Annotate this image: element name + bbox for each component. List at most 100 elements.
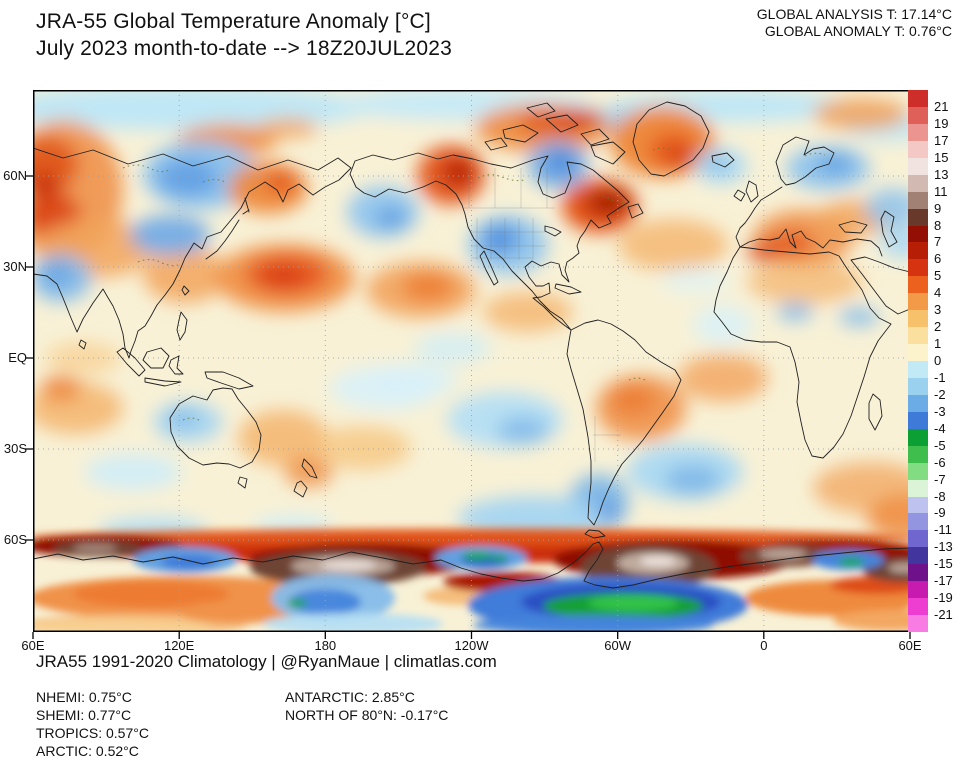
colorbar-segment (908, 140, 928, 158)
anomaly-blob (462, 552, 492, 560)
anomaly-blob (285, 457, 333, 487)
lat-axis: 60N 30N EQ 30S 60S (0, 0, 27, 768)
colorbar-segment (908, 293, 928, 311)
colorbar-tick-label: 8 (934, 217, 942, 233)
state-province-borders (463, 168, 621, 462)
anomaly-blob (41, 375, 81, 401)
lon-axis: 60E 120E 180 120W 60W 0 60E (0, 638, 960, 656)
regional-stat: SHEMI: 0.77°C (36, 707, 132, 723)
colorbar-segment (908, 90, 928, 107)
anomaly-blob (838, 558, 864, 566)
anomaly-blob (817, 154, 853, 174)
colorbar-tick-label: -9 (934, 505, 946, 521)
colorbar-segment (908, 462, 928, 480)
coast-madagascar (868, 393, 883, 431)
map-plot (25, 90, 911, 639)
anomaly-blob (130, 215, 210, 255)
anomaly-blob (611, 386, 655, 414)
anomaly-blob (661, 267, 729, 293)
anomaly-blob (287, 599, 307, 607)
colorbar-segment (908, 496, 928, 514)
colorbar-segment (908, 581, 928, 599)
regional-stats-left: NHEMI: 0.75°C SHEMI: 0.77°C TROPICS: 0.57°… (36, 688, 149, 760)
colorbar-tick-label: -6 (934, 454, 946, 470)
colorbar-tick-label: -13 (934, 539, 953, 555)
anomaly-blob (258, 118, 318, 138)
colorbar-segment (908, 564, 928, 582)
colorbar-segment (908, 242, 928, 260)
anomaly-blob (261, 265, 305, 289)
coast-arctic-islands (484, 102, 626, 165)
anomaly-blob (169, 409, 197, 427)
anomaly-blob (375, 207, 407, 229)
page-subtitle: July 2023 month-to-date --> 18Z20JUL2023 (36, 37, 452, 60)
lat-tick-label: 30S (3, 441, 27, 456)
anomaly-blob (618, 219, 728, 271)
regional-stats-right: ANTARCTIC: 2.85°C NORTH OF 80°N: -0.17°C (285, 688, 448, 724)
colorbar-tick-label: -2 (934, 386, 946, 402)
coast-japan (205, 197, 250, 260)
colorbar-tick-label: 3 (934, 302, 942, 318)
anomaly-blob (73, 581, 229, 607)
colorbar-tick-label: 9 (934, 200, 942, 216)
colorbar-segment (908, 615, 928, 632)
anomaly-blob (867, 496, 910, 540)
coast-baja (479, 250, 499, 286)
colorbar-tick-label: 7 (934, 234, 942, 250)
anomaly-blob (813, 98, 909, 130)
axis-ticks (25, 175, 911, 639)
anomaly-blob (888, 563, 910, 573)
colorbar-tick-label: -5 (934, 437, 946, 453)
anomaly-blob (547, 151, 575, 173)
colorbar-segment (908, 106, 928, 124)
colorbar-segment (908, 123, 928, 141)
anomaly-field-soft (33, 90, 910, 547)
colorbar-segment (908, 530, 928, 548)
anomaly-blob (402, 273, 454, 301)
anomaly-blob (839, 308, 879, 326)
anomaly-blob (473, 615, 713, 632)
anomaly-blob (289, 589, 361, 615)
colorbar-segment (908, 276, 928, 294)
anomaly-blob (865, 188, 910, 228)
colorbar-tick-label: 4 (934, 285, 942, 301)
colorbar-tick-label: -7 (934, 471, 946, 487)
global-anomaly-temp: GLOBAL ANOMALY T: 0.76°C (764, 23, 952, 39)
colorbar-tick-label: 17 (934, 132, 949, 148)
colorbar-segment (908, 445, 928, 463)
lat-tick-label: 60N (3, 168, 27, 183)
colorbar-segment (908, 225, 928, 243)
anomaly-blob (73, 544, 117, 552)
colorbar-tick-label: -1 (934, 369, 946, 385)
anomaly-blob (315, 426, 411, 470)
anomaly-blob (601, 195, 623, 209)
lat-tick-label: 60S (3, 532, 27, 547)
coast-taiwan-philippines (176, 285, 190, 341)
colorbar-tick-label: 1 (934, 336, 942, 352)
coast-newfoundland-cuba-lakes (544, 203, 644, 295)
anomaly-blob (879, 225, 910, 259)
anomaly-blob (452, 166, 470, 182)
anomaly-blob (747, 242, 779, 262)
map-svg (25, 90, 911, 639)
colorbar-segment (908, 479, 928, 497)
lat-tick-label: 30N (3, 259, 27, 274)
colorbar-segment (908, 428, 928, 446)
colorbar-labels: 21 19 17 15 13 11 9 8 7 6 5 4 3 2 1 0 -1 -2 -3 -4 -5 -6 -7 -8 -9… (908, 90, 960, 632)
coast-newzealand (293, 458, 318, 498)
colorbar-segment (908, 310, 928, 328)
global-stats: GLOBAL ANALYSIS T: 17.14°C GLOBAL ANOMAL… (757, 6, 952, 40)
colorbar-segment (908, 157, 928, 175)
colorbar-tick-label: 15 (934, 149, 949, 165)
regional-stat: NHEMI: 0.75°C (36, 689, 132, 705)
anomaly-blob (640, 556, 676, 566)
anomaly-blob (705, 155, 729, 171)
anomaly-blob (488, 234, 510, 250)
anomaly-blob (33, 620, 213, 632)
coast-europe (735, 186, 883, 257)
colorbar: 21 19 17 15 13 11 9 8 7 6 5 4 3 2 1 0 -1 -2 -3 -4 -5 -6 -7 -8 -9… (908, 90, 960, 632)
global-analysis-temp: GLOBAL ANALYSIS T: 17.14°C (756, 6, 952, 22)
colorbar-tick-label: 5 (934, 268, 942, 284)
colorbar-tick-label: 11 (934, 183, 948, 199)
colorbar-segment (908, 344, 928, 361)
